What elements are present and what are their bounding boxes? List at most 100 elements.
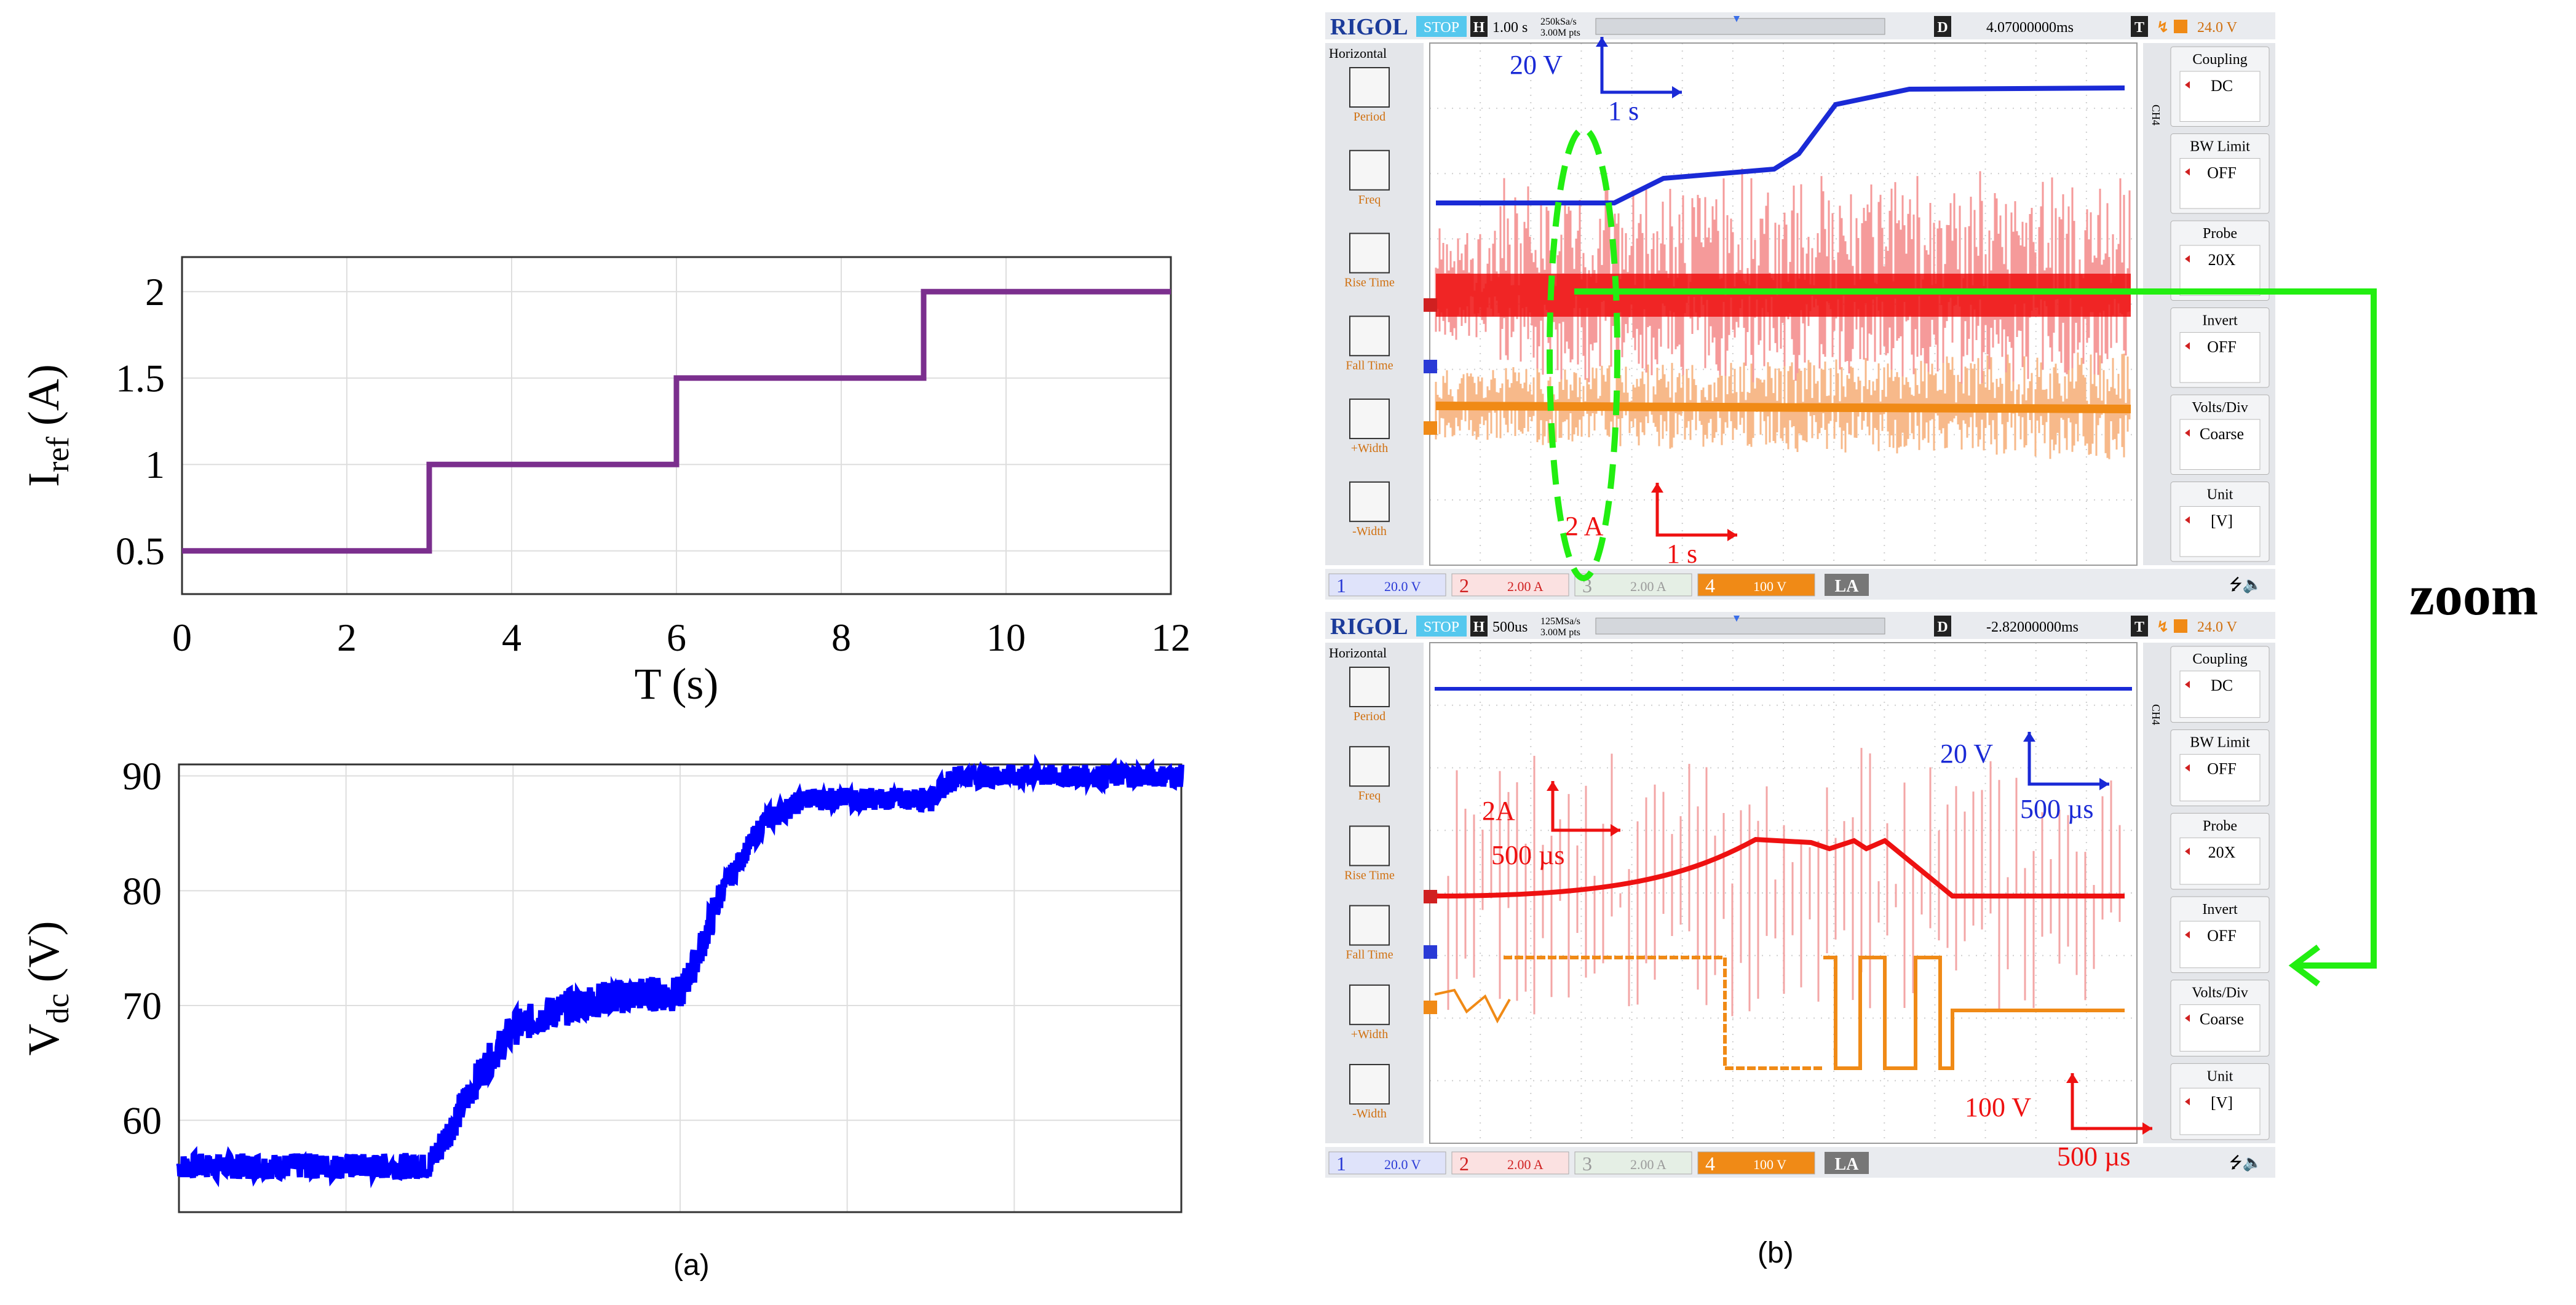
scope-measure-icon — [1349, 825, 1390, 867]
scope-menu-value: Coarse — [2200, 1010, 2244, 1028]
scope-measure-label: +Width — [1351, 1028, 1388, 1041]
scope-channel-box — [1574, 573, 1692, 597]
scope-menu-value: OFF — [2207, 164, 2237, 182]
scope-channel-scale: 2.00 A — [1507, 579, 1544, 594]
ch1-scale-arrow — [2027, 732, 2109, 786]
scope-channel-box — [1451, 1151, 1569, 1175]
scope-channel-number: 1 — [1336, 1152, 1346, 1175]
scope-menu-title: Invert — [2202, 902, 2238, 918]
scope-menu-value-box — [2179, 837, 2261, 885]
ch4-scale-arrowhead-right — [2142, 1122, 2152, 1135]
scope-la-box — [1825, 1152, 1869, 1174]
scope-menu-arrow-icon — [2185, 681, 2190, 688]
zoom-line — [1574, 288, 2377, 969]
scope-state-box — [1416, 16, 1467, 37]
x-tick-label: 4 — [502, 616, 521, 659]
scope-la-box — [1825, 574, 1869, 596]
scope-menu-arrow-icon — [2185, 516, 2190, 524]
scope-t-box — [2131, 16, 2148, 37]
usb-icon: ⭍🔈 — [2229, 1154, 2262, 1172]
scope-side-label: CH4 — [2150, 105, 2162, 125]
scope-channel-box — [1697, 573, 1815, 597]
scope-h-label: H — [1473, 20, 1485, 36]
scope-menu-value-box — [2179, 71, 2261, 122]
scope-side-label: CH4 — [2150, 704, 2162, 725]
ch2-time-label: 1 s — [1666, 539, 1697, 569]
scope-state: STOP — [1424, 619, 1459, 635]
scope-h-box — [1470, 616, 1488, 637]
plot-frame — [181, 256, 1172, 595]
scope-measure-label: Rise Time — [1344, 276, 1395, 290]
scope-menu-arrow-icon — [2185, 429, 2190, 437]
y-tick-label: 80 — [122, 869, 162, 913]
scope-rate: 125MSa/s — [1540, 616, 1580, 627]
ch2-scale-arrowhead-up — [1651, 483, 1663, 493]
scope-channel-scale: 2.00 A — [1507, 1157, 1544, 1172]
scope-depth: 3.00M pts — [1540, 627, 1580, 638]
scope-channel-number: 3 — [1582, 1152, 1592, 1175]
scope-channel-scale: 100 V — [1753, 579, 1786, 594]
scope-menu-value: Coarse — [2200, 425, 2244, 443]
scope-right-menu — [2143, 643, 2275, 1143]
ch2-marker — [1424, 298, 1437, 312]
scope-menu-value: 20X — [2208, 843, 2236, 861]
ch4-orange-trace — [1823, 956, 2125, 1070]
zoom-connector — [1574, 288, 2377, 986]
caption-b: (b) — [1758, 1237, 1794, 1269]
scope-menu-arrow-icon — [2185, 342, 2190, 350]
scope-d-box — [1934, 616, 1951, 637]
scope-menu-value-box — [2179, 754, 2261, 801]
scope-rate: 250kSa/s — [1540, 17, 1577, 27]
scope-menu-arrow-icon — [2185, 847, 2190, 855]
scope-channel-number: 4 — [1705, 1152, 1715, 1175]
y-tick-label: 70 — [122, 984, 162, 1028]
ch2-time-label: 500 µs — [1491, 840, 1564, 870]
scope-delay: -2.82000000ms — [1986, 619, 2079, 635]
scope-menu-title: BW Limit — [2190, 735, 2250, 751]
scope-channel-scale: 20.0 V — [1384, 1157, 1421, 1172]
scope-menu-title: BW Limit — [2190, 139, 2250, 155]
scope-measure-label: Rise Time — [1344, 868, 1395, 882]
scope-depth: 3.00M pts — [1540, 28, 1580, 38]
ch1-scale-arrowhead-up — [1596, 37, 1608, 47]
ch1-scale-arrowhead-right — [2099, 778, 2109, 790]
y-axis-label: Vdc (V) — [19, 921, 76, 1055]
scope-menu-arrow-icon — [2185, 255, 2190, 263]
ch2-scale-arrowhead-up — [1547, 781, 1559, 791]
scope-trigger-level: 24.0 V — [2197, 20, 2238, 36]
scope-menu-title: Unit — [2207, 487, 2233, 503]
scope-menu-arrow-icon — [2185, 168, 2190, 176]
y-tick-label: 0.5 — [116, 530, 165, 573]
scope-menu-value: 20X — [2208, 251, 2236, 269]
scope-measure-label: +Width — [1351, 442, 1388, 455]
scope-menu-value: OFF — [2207, 927, 2237, 945]
scope-menu-title: Unit — [2207, 1068, 2233, 1084]
scope-channel-box — [1328, 573, 1446, 597]
ch1-scale-arrow — [1600, 37, 1682, 94]
scope-trigger-edge-icon: ↯ — [2157, 619, 2169, 635]
scope-measure-icon — [1349, 984, 1390, 1025]
scope-menu-value-box — [2179, 245, 2261, 296]
scope-timebase: 1.00 s — [1492, 20, 1528, 36]
scope-trigger-source-icon — [2174, 20, 2187, 33]
scope-menu-arrow-icon — [2185, 81, 2190, 89]
scope-d-label: D — [1937, 20, 1948, 36]
scope-menu-value-box — [2179, 670, 2261, 718]
scope-menu-value: [V] — [2211, 1093, 2233, 1111]
scope-channel-box — [1697, 1151, 1815, 1175]
ch2-scale-label: 2A — [1482, 796, 1515, 826]
scope-menu-value-box — [2179, 419, 2261, 470]
y-tick-label: 1 — [145, 443, 165, 486]
scope-measure-icon — [1349, 481, 1390, 522]
scope-measure-label: Fall Time — [1345, 948, 1393, 962]
ch2-scale-label: 2 A — [1565, 511, 1604, 541]
scope-left-menu-title: Horizontal — [1329, 46, 1387, 61]
scope-channel-number: 2 — [1459, 1152, 1469, 1175]
x-tick-label: 6 — [670, 1234, 690, 1242]
scope-la-label: LA — [1835, 1155, 1860, 1174]
ch2-marker — [1424, 890, 1437, 903]
scope-menu-title: Probe — [2203, 818, 2237, 834]
scope-brand: RIGOL — [1330, 14, 1408, 40]
scope-menu-value-box — [2179, 332, 2261, 383]
scope-menu-title: Volts/Div — [2192, 400, 2248, 416]
